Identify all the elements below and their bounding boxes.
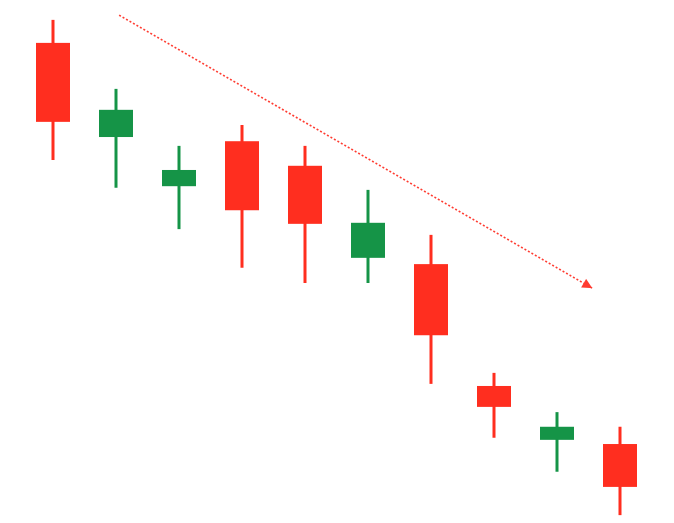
candle-body: [288, 165, 322, 224]
candle-bearish: [288, 145, 322, 283]
candle-body: [351, 222, 385, 258]
candle-body: [414, 264, 448, 336]
candle-bullish: [351, 189, 385, 283]
candle-bearish: [477, 372, 511, 438]
trend-arrow-head-icon: [581, 278, 593, 289]
trend-arrow-line: [118, 14, 593, 289]
candle-body: [225, 141, 259, 211]
candle-body: [36, 42, 70, 122]
candle-bullish: [162, 145, 196, 230]
candle-bearish: [225, 124, 259, 268]
candle-bearish: [414, 234, 448, 384]
candle-bearish: [603, 426, 637, 516]
candle-body: [540, 426, 574, 440]
candle-body: [477, 385, 511, 407]
candle-bullish: [540, 412, 574, 472]
candle-body: [162, 169, 196, 187]
candle-bearish: [36, 19, 70, 161]
candle-body: [603, 444, 637, 487]
candle-bullish: [99, 88, 133, 188]
candle-body: [99, 109, 133, 138]
